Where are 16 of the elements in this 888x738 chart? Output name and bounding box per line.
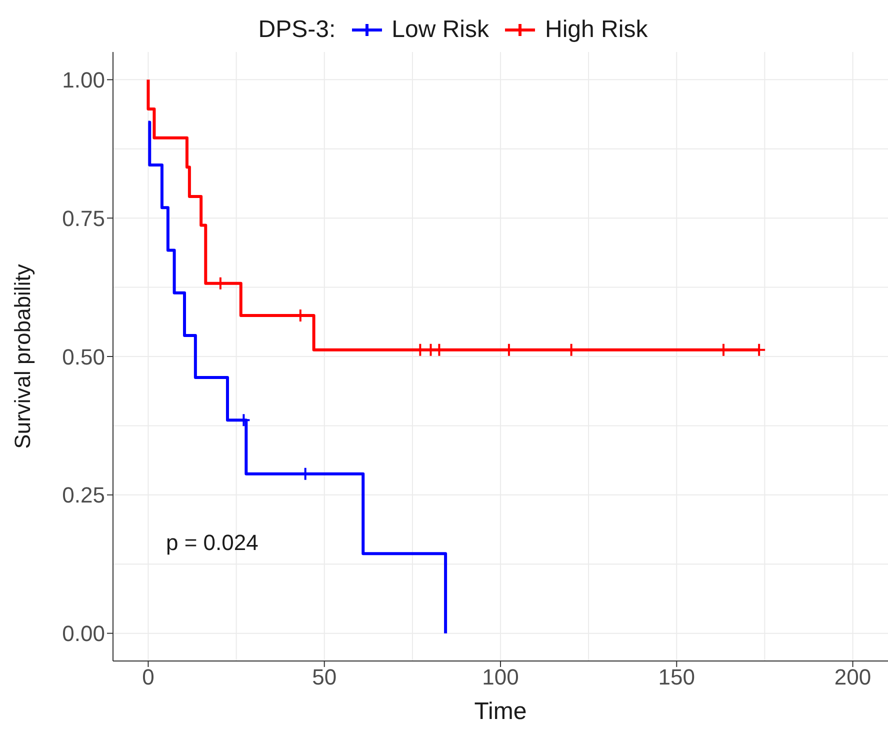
y-tick-label: 0.50 bbox=[62, 344, 105, 370]
y-tick-label: 0.00 bbox=[62, 621, 105, 646]
x-tick-label: 50 bbox=[312, 664, 337, 690]
legend-label: Low Risk bbox=[392, 16, 489, 44]
x-tick-label: 0 bbox=[142, 664, 154, 690]
x-tick-label: 200 bbox=[834, 664, 872, 690]
y-axis-title: Survival probability bbox=[10, 264, 35, 449]
legend-label: High Risk bbox=[545, 16, 648, 44]
x-tick-label: 150 bbox=[658, 664, 695, 690]
y-tick-label: 0.75 bbox=[62, 206, 105, 231]
legend-title: DPS-3: bbox=[258, 16, 336, 44]
annotation: p = 0.024 bbox=[166, 530, 258, 556]
x-tick-label: 100 bbox=[482, 664, 519, 690]
y-tick-label: 1.00 bbox=[62, 67, 105, 92]
y-tick-label: 0.25 bbox=[62, 482, 105, 508]
x-axis-title: Time bbox=[474, 698, 527, 725]
